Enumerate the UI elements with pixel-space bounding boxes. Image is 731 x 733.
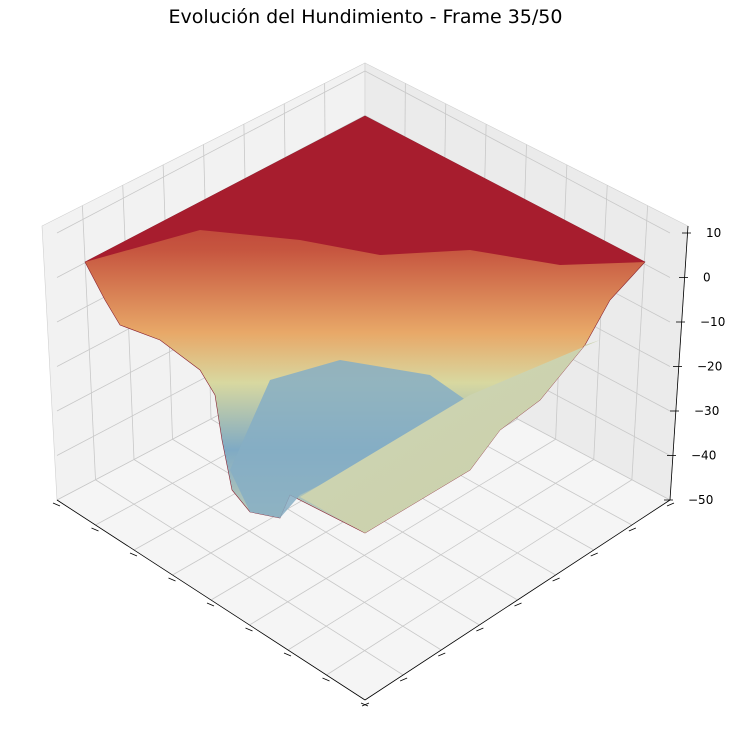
gridline-floor-b	[249, 438, 556, 626]
x-tick-mark	[129, 552, 138, 557]
gridline-right-vertical	[593, 185, 608, 460]
x-tick-mark	[91, 527, 99, 532]
z-tick-label: 0	[703, 271, 711, 285]
z-tick-label: −30	[694, 404, 719, 418]
y-tick-mark	[476, 627, 484, 632]
x-tick-mark	[322, 677, 330, 682]
z-tick-label: −50	[688, 493, 713, 507]
y-tick-mark	[514, 602, 522, 607]
z-tick-label: 10	[706, 226, 721, 240]
x-tick-mark	[245, 627, 253, 632]
x-axis-line	[56, 499, 366, 701]
y-tick-mark	[438, 652, 446, 657]
surface-plateau	[85, 116, 645, 265]
x-tick-mark	[283, 652, 292, 657]
y-tick-mark	[399, 677, 408, 682]
surface-basin	[230, 360, 480, 518]
x-tick-mark	[206, 602, 215, 607]
y-tick-mark	[666, 502, 675, 507]
y-tick-mark	[552, 577, 560, 582]
x-tick-mark	[168, 577, 176, 582]
z-axis-line	[669, 225, 689, 501]
y-tick-mark	[590, 552, 598, 557]
y-axis-line	[364, 499, 671, 701]
z-tick-label: −40	[691, 449, 716, 463]
z-tick-label: −20	[697, 360, 722, 374]
x-tick-mark	[52, 502, 61, 507]
gridline-floor-b	[326, 479, 633, 676]
y-tick-mark	[361, 702, 370, 707]
gridline-right-vertical	[631, 205, 649, 480]
gridline-floor-b	[287, 459, 594, 651]
surface-shelf	[300, 340, 600, 533]
gridline-z-right	[364, 70, 671, 234]
z-tick-label: −10	[700, 315, 725, 329]
surface-plot	[84, 115, 646, 534]
gridline-z-left	[56, 70, 366, 234]
axis-ticks: 10 0 −10 −20 −30 −40 −50	[52, 225, 725, 707]
gridline-left-vertical	[81, 205, 96, 480]
y-tick-mark	[628, 527, 637, 532]
chart-title: Evolución del Hundimiento - Frame 35/50	[168, 6, 563, 28]
